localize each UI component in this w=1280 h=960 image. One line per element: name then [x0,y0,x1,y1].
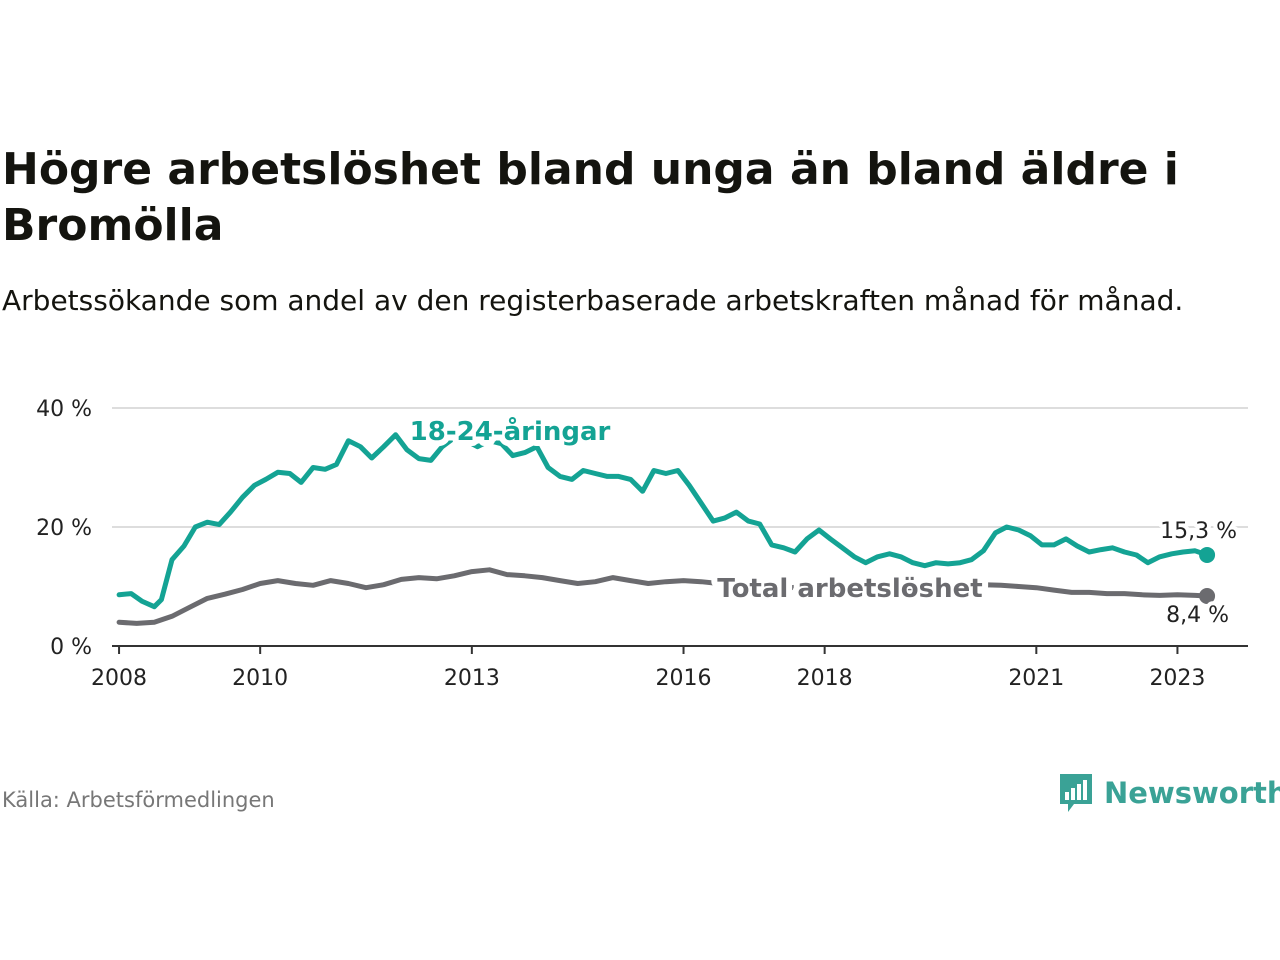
y-tick-label: 0 % [50,635,92,660]
series-line-total[interactable] [116,567,1210,626]
brand-name: Newsworthy [1104,776,1280,810]
chart-subtitle: Arbetssökande som andel av den registerb… [2,284,1184,317]
end-label-total: 8,4 % [1166,603,1229,628]
series-label-total: Total arbetslöshet [717,574,982,604]
x-tick-label: 2021 [1008,666,1064,691]
end-label-youth: 15,3 % [1160,519,1237,544]
bar-chart-logo-icon [1060,774,1092,812]
chart-title: Högre arbetslöshet bland unga än bland ä… [2,144,1179,251]
source-note: Källa: Arbetsförmedlingen [2,788,275,812]
series-labels: 18-24-åringar Total arbetslöshet 15,3 % 8,4… [404,409,1241,632]
x-tick-label: 2008 [91,666,147,691]
series-line-youth[interactable] [116,432,1210,610]
brand-logo[interactable]: Newsworthy [1058,772,1280,814]
series-label-youth: 18-24-åringar [410,415,611,447]
x-tick-label: 2010 [232,666,288,691]
y-tick-label: 20 % [36,516,92,541]
grid-lines [112,407,1248,647]
x-tick-label: 2023 [1149,666,1205,691]
x-tick-label: 2013 [444,666,500,691]
x-tick-label: 2016 [656,666,712,691]
series-lines [116,432,1216,626]
axis-ticks: 0 % 20 % 40 % 2008 2010 2013 2016 2018 2021 2023 [36,397,1205,691]
x-tick-label: 2018 [797,666,853,691]
end-point-youth[interactable] [1199,546,1216,563]
end-point-total[interactable] [1199,588,1216,605]
line-chart: 0 %20 %40 %2008 2010 2013 2016 2018 2021 2023 … [36,397,1248,691]
y-tick-label: 40 % [36,397,92,422]
